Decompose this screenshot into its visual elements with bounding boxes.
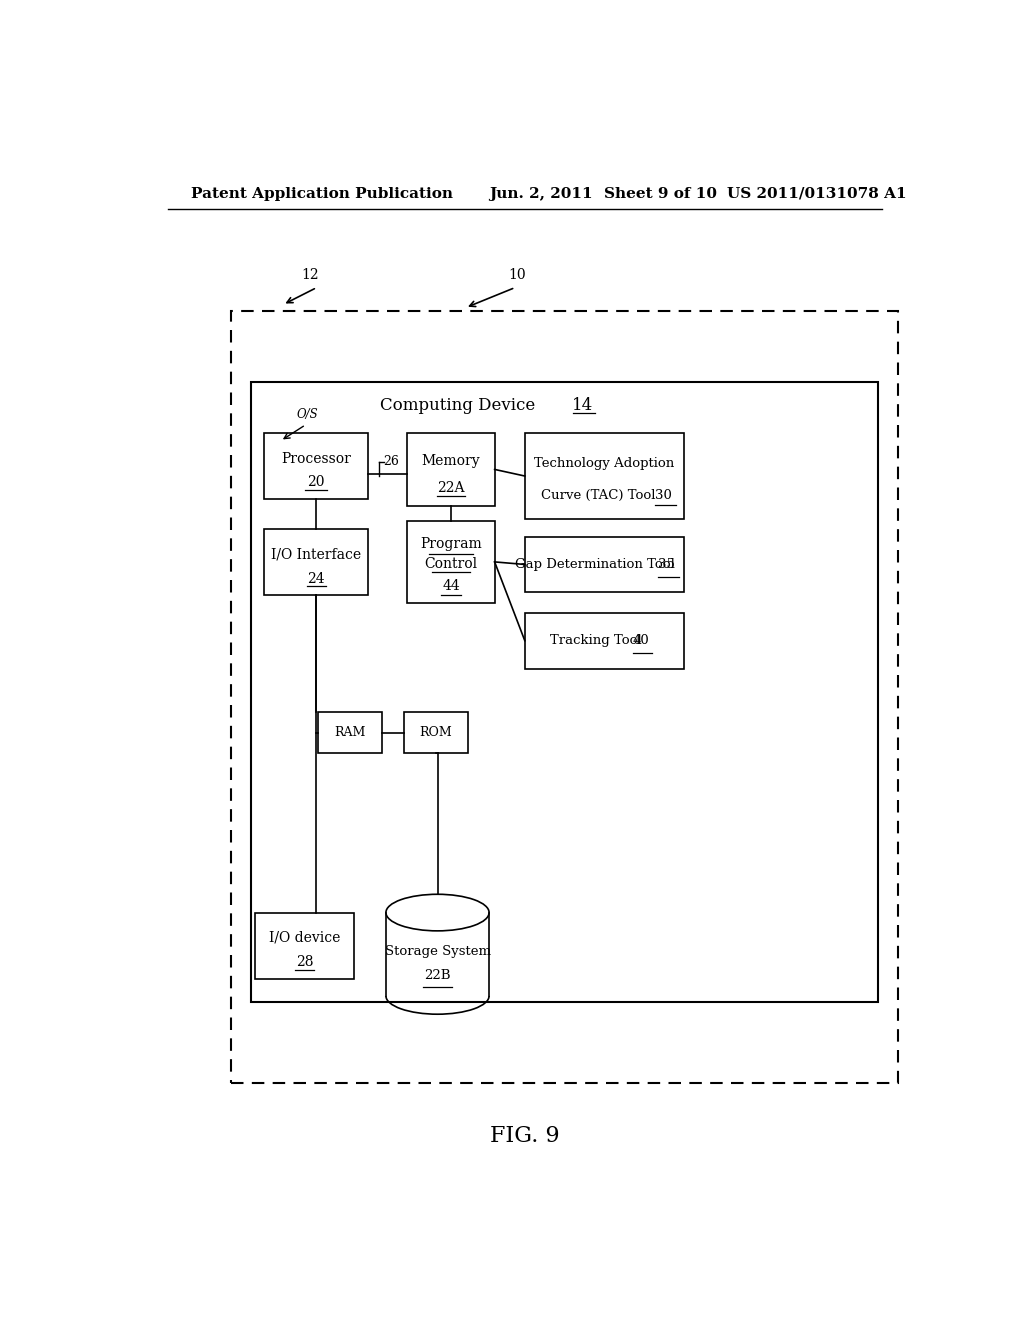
Text: 28: 28 <box>296 956 313 969</box>
Text: US 2011/0131078 A1: US 2011/0131078 A1 <box>727 187 907 201</box>
Text: Program: Program <box>420 537 482 550</box>
Text: Jun. 2, 2011: Jun. 2, 2011 <box>489 187 593 201</box>
Bar <box>408 521 495 602</box>
Text: Computing Device: Computing Device <box>380 397 535 414</box>
Bar <box>231 312 898 1084</box>
Text: Curve (TAC) Tool: Curve (TAC) Tool <box>541 488 655 502</box>
Text: FIG. 9: FIG. 9 <box>490 1125 559 1147</box>
Text: Control: Control <box>424 557 477 570</box>
Text: Tracking Tool: Tracking Tool <box>550 634 642 647</box>
Text: Memory: Memory <box>422 454 480 467</box>
Text: RAM: RAM <box>335 726 366 739</box>
Text: Gap Determination Tool: Gap Determination Tool <box>515 558 675 572</box>
Text: 26: 26 <box>384 454 399 467</box>
Text: 22B: 22B <box>424 969 451 982</box>
Text: Technology Adoption: Technology Adoption <box>535 457 674 470</box>
Text: 35: 35 <box>658 558 675 572</box>
Text: Patent Application Publication: Patent Application Publication <box>191 187 454 201</box>
Bar <box>251 381 878 1002</box>
Text: 22A: 22A <box>437 480 465 495</box>
Text: 40: 40 <box>633 634 649 647</box>
Text: I/O device: I/O device <box>269 931 340 945</box>
Bar <box>255 912 354 978</box>
Text: ROM: ROM <box>420 726 453 739</box>
Bar <box>524 612 684 669</box>
Text: 14: 14 <box>572 397 594 414</box>
Bar <box>264 433 368 499</box>
Bar <box>264 529 368 595</box>
Bar <box>524 433 684 519</box>
Bar <box>404 713 468 752</box>
Text: Storage System: Storage System <box>384 945 490 958</box>
Text: 20: 20 <box>307 475 325 490</box>
Text: Processor: Processor <box>282 453 351 466</box>
Text: 30: 30 <box>655 488 672 502</box>
Bar <box>524 536 684 593</box>
Text: 12: 12 <box>302 268 319 282</box>
Text: 10: 10 <box>508 268 525 282</box>
Text: 24: 24 <box>307 572 325 586</box>
Text: 44: 44 <box>442 579 460 593</box>
Bar <box>318 713 382 752</box>
Text: O/S: O/S <box>296 408 317 421</box>
Text: Sheet 9 of 10: Sheet 9 of 10 <box>604 187 717 201</box>
Text: I/O Interface: I/O Interface <box>271 548 361 561</box>
Bar <box>408 433 495 506</box>
